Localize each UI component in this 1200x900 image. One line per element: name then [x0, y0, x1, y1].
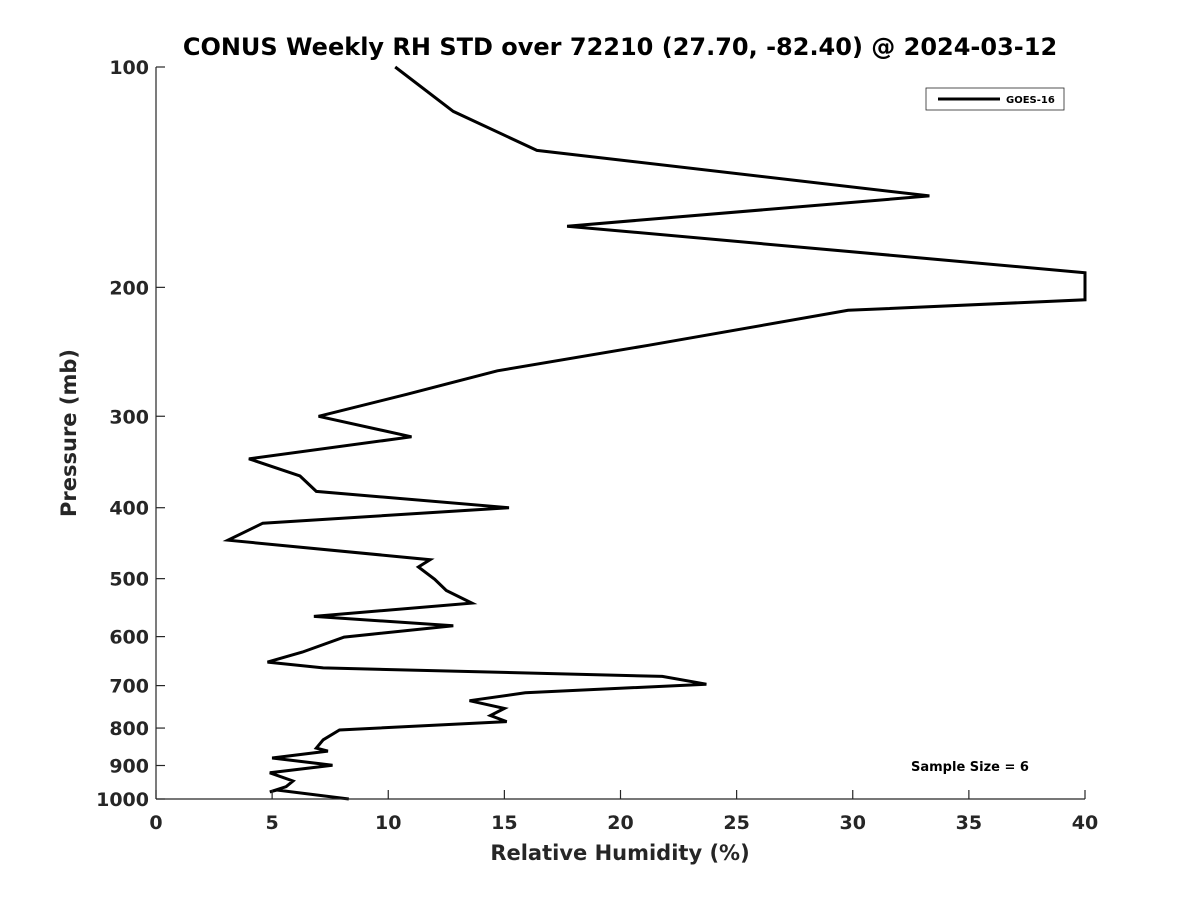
- x-ticks: 0 5 10 15 20 25 30 35 40: [149, 790, 1098, 834]
- series-line-goes-16: [222, 65, 1087, 801]
- axes-background: [156, 67, 1085, 799]
- x-tick-label: 30: [840, 812, 866, 834]
- x-tick-label: 25: [723, 812, 749, 834]
- y-tick-label: 700: [109, 676, 149, 698]
- x-tick-label: 20: [607, 812, 633, 834]
- sample-size-annotation: Sample Size = 6: [911, 760, 1029, 775]
- y-tick-label: 100: [109, 57, 149, 79]
- x-tick-label: 0: [149, 812, 162, 834]
- y-tick-label: 900: [109, 756, 149, 778]
- x-tick-label: 40: [1072, 812, 1098, 834]
- y-tick-label: 800: [109, 718, 149, 740]
- legend: GOES-16: [925, 87, 1065, 111]
- y-tick-label: 500: [109, 569, 149, 591]
- y-tick-label: 1000: [96, 789, 149, 811]
- x-tick-label: 15: [491, 812, 517, 834]
- x-tick-label: 5: [266, 812, 279, 834]
- plot-area: 0 5 10 15 20 25 30 35 40 100 200 300 400 500 600 700 80…: [96, 57, 1098, 834]
- y-tick-label: 600: [109, 627, 149, 649]
- x-tick-label: 10: [375, 812, 401, 834]
- chart-title: CONUS Weekly RH STD over 72210 (27.70, -…: [183, 33, 1057, 61]
- legend-label-goes-16: GOES-16: [1006, 95, 1055, 106]
- y-axis-label: Pressure (mb): [57, 349, 81, 517]
- x-tick-label: 35: [956, 812, 982, 834]
- y-tick-label: 200: [109, 277, 149, 299]
- y-tick-label: 300: [109, 406, 149, 428]
- y-ticks: 100 200 300 400 500 600 700 800 900 1000: [96, 57, 165, 811]
- x-axis-label: Relative Humidity (%): [490, 841, 749, 865]
- y-tick-label: 400: [109, 498, 149, 520]
